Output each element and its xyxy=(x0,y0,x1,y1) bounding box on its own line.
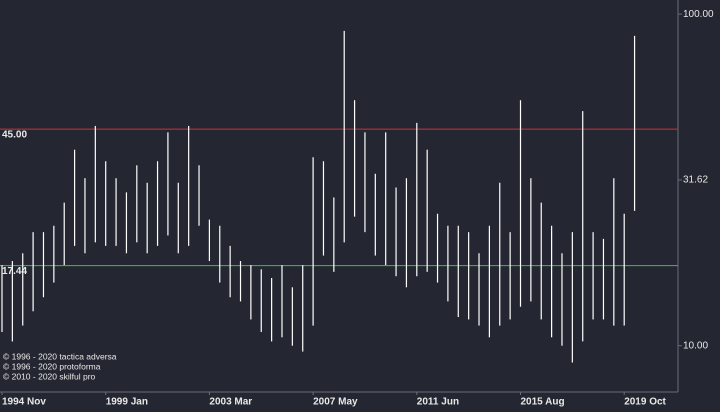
level-label: 17.44 xyxy=(2,266,27,277)
y-tick-label: 100.00 xyxy=(683,9,714,20)
level-label: 45.00 xyxy=(2,130,27,141)
copyright-note: © 1996 - 2020 protoforma xyxy=(3,361,101,371)
x-tick-label: 1994 Nov xyxy=(2,397,46,408)
x-tick-label: 2007 May xyxy=(313,397,358,408)
y-tick-label: 31.62 xyxy=(683,175,708,186)
x-tick-label: 2015 Aug xyxy=(521,397,565,408)
x-tick-label: 1999 Jan xyxy=(106,397,148,408)
x-tick-label: 2019 Oct xyxy=(624,397,666,408)
copyright-note: © 1996 - 2020 tactica adversa xyxy=(3,351,117,361)
x-tick-label: 2003 Mar xyxy=(209,397,252,408)
x-tick-label: 2011 Jun xyxy=(417,397,459,408)
y-tick-label: 10.00 xyxy=(683,340,708,351)
copyright-note: © 2010 - 2020 skilful pro xyxy=(3,371,96,381)
